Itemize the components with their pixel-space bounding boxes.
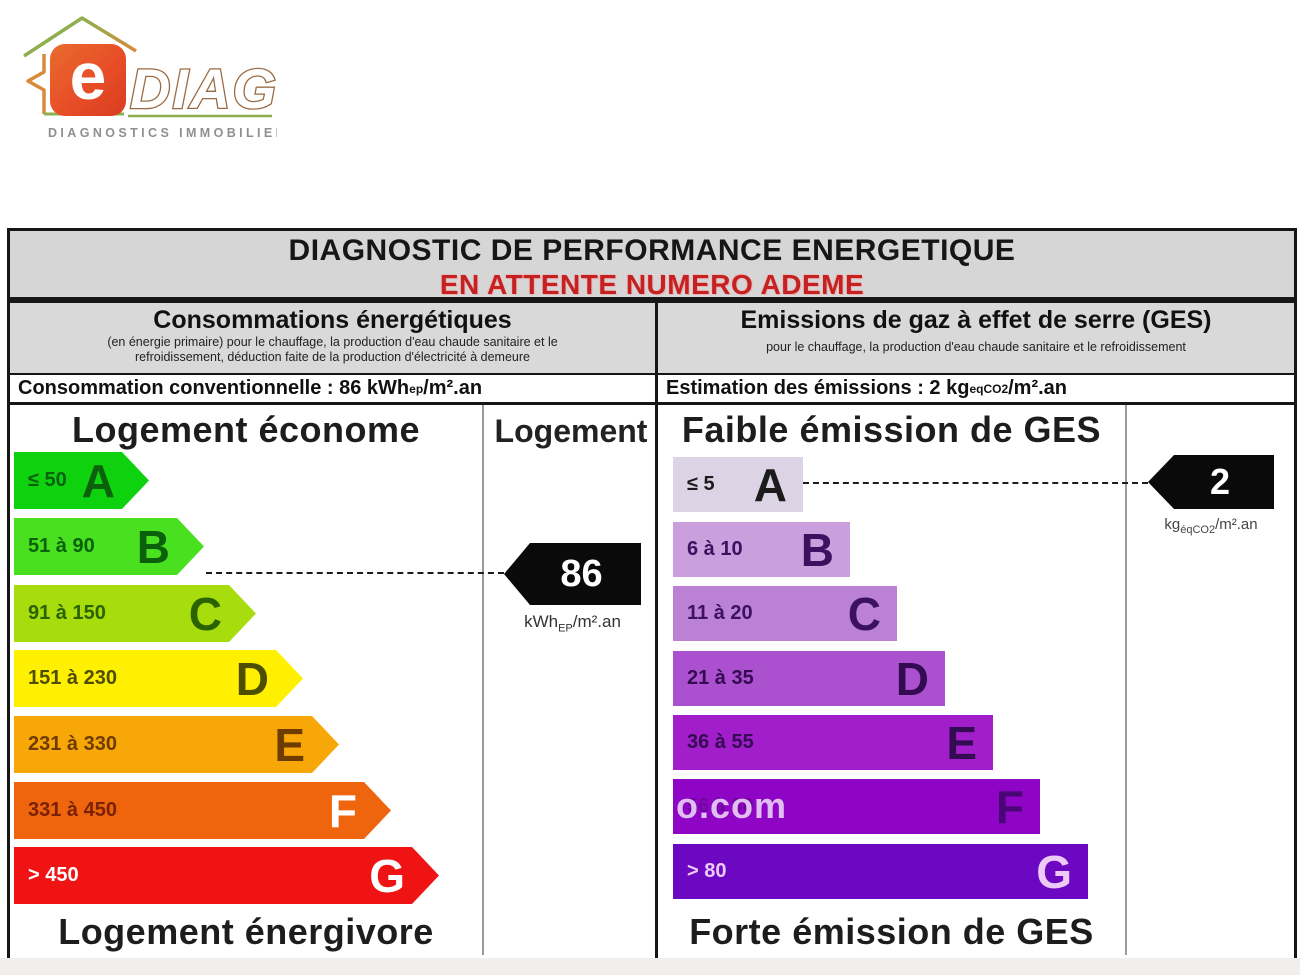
band-range: 51 à 90 [28, 535, 95, 557]
ges-top-label: Faible émission de GES [681, 409, 1102, 450]
energy-band-e: 231 à 330 E [14, 716, 339, 773]
band-letter: D [895, 652, 929, 705]
ges-chart: Faible émission de GES ≤ 5 A 6 à 10 B 11… [658, 405, 1294, 959]
unit-tail: /m².an [572, 612, 621, 631]
band-letter: G [1036, 845, 1072, 898]
ges-indicator-line [803, 482, 1148, 484]
unit-prefix: kg [1164, 516, 1181, 533]
consumption-unit-sub: ep [409, 381, 424, 396]
ges-estimation: Estimation des émissions : 2 kg eqCO2/m².… [658, 375, 1294, 405]
logo-e-letter: e [70, 39, 107, 113]
consumption-unit-tail: /m².an [423, 377, 483, 399]
energy-chart: Logement économe Logement ≤ 50 A 51 à 90… [10, 405, 655, 959]
ges-column-divider [1125, 405, 1127, 955]
energy-header: Consommations énergétiques (en énergie p… [10, 303, 655, 375]
ges-band-b: 6 à 10 B [673, 522, 850, 577]
band-range: 151 à 230 [28, 667, 117, 689]
energy-indicator-arrow: 86 [504, 543, 641, 605]
energy-indicator-unit: kWhEP/m².an [504, 612, 641, 634]
energy-band-a: ≤ 50 A [14, 452, 149, 509]
band-range: ≤ 5 [687, 473, 715, 495]
page-bottom-margin [0, 958, 1300, 975]
band-letter: E [946, 716, 977, 769]
band-letter: E [274, 718, 305, 771]
consumption-text: Consommation conventionnelle : 86 kWh [18, 377, 410, 399]
ges-band-c: 11 à 20 C [673, 586, 897, 641]
logo-house-wall-icon [26, 54, 46, 114]
ges-panel: Emissions de gaz à effet de serre (GES) … [658, 303, 1294, 959]
energy-band-f: 331 à 450 F [14, 782, 391, 839]
band-range: 56 à 80 [687, 795, 754, 817]
band-range: ≤ 50 [28, 469, 67, 491]
logo-house-roof-icon [23, 16, 137, 58]
energy-column-divider [482, 405, 484, 955]
energy-column-label: Logement [494, 413, 648, 449]
estimation-unit-tail: /m².an [1008, 377, 1068, 399]
energy-header-title: Consommations énergétiques [153, 306, 512, 334]
band-range: > 80 [687, 860, 727, 882]
band-letter: B [136, 520, 170, 573]
energy-band-d: 151 à 230 D [14, 650, 303, 707]
ges-band-a: ≤ 5 A [673, 457, 803, 512]
band-range: 11 à 20 [687, 602, 753, 624]
title-bar: DIAGNOSTIC DE PERFORMANCE ENERGETIQUE EN… [7, 228, 1297, 300]
ges-band-d: 21 à 35 D [673, 651, 945, 706]
band-range: 231 à 330 [28, 733, 117, 755]
energy-top-label: Logement économe [71, 409, 421, 450]
energy-bottom-label: Logement énergivore [58, 911, 434, 952]
energy-panel: Consommations énergétiques (en énergie p… [10, 303, 658, 959]
logo-tagline: DIAGNOSTICS IMMOBILIERS [48, 126, 277, 140]
logo-diag-text: DIAG [130, 57, 277, 120]
ges-header-subtitle: pour le chauffage, la production d'eau c… [766, 340, 1186, 354]
energy-band-c: 91 à 150 C [14, 585, 256, 642]
unit-tail: /m².an [1215, 516, 1258, 533]
band-letter: F [995, 780, 1024, 833]
ediag-logo: e DIAG DIAGNOSTICS IMMOBILIERS [23, 16, 277, 140]
band-range: 21 à 35 [687, 667, 754, 689]
band-range: 331 à 450 [28, 799, 117, 821]
ademe-pending-notice: EN ATTENTE NUMERO ADEME [439, 269, 865, 300]
estimation-text: Estimation des émissions : 2 kg [666, 377, 970, 399]
band-letter: C [188, 587, 222, 640]
band-range: 91 à 150 [28, 602, 106, 624]
dpe-panels: Consommations énergétiques (en énergie p… [7, 300, 1297, 962]
energy-header-subtitle-1: (en énergie primaire) pour le chauffage,… [107, 335, 558, 349]
ges-bottom-label: Forte émission de GES [689, 911, 1094, 952]
ges-band-f: 56 à 80 F [673, 779, 1040, 834]
band-letter: D [235, 652, 269, 705]
band-letter: A [753, 458, 787, 511]
band-letter: C [847, 587, 881, 640]
ges-indicator-arrow: 2 [1148, 455, 1274, 509]
unit-sub: éqCO2 [1180, 524, 1216, 536]
band-letter: A [81, 454, 115, 507]
energy-indicator-line [206, 572, 504, 574]
band-letter: F [328, 784, 357, 837]
watermark: o.com [676, 785, 788, 826]
ges-value: 2 [1209, 461, 1231, 502]
unit-prefix: kWh [524, 612, 559, 631]
energy-header-subtitle-2: refroidissement, déduction faite de la p… [135, 350, 530, 364]
ges-header: Emissions de gaz à effet de serre (GES) … [658, 303, 1294, 375]
band-range: > 450 [28, 864, 79, 886]
unit-sub: EP [558, 622, 573, 635]
ges-band-e: 36 à 55 E [673, 715, 993, 770]
estimation-unit-sub: eqCO2 [969, 381, 1009, 396]
energy-value: 86 [560, 552, 603, 595]
band-range: 6 à 10 [687, 538, 743, 560]
band-range: 36 à 55 [687, 731, 754, 753]
band-letter: G [369, 849, 405, 902]
ges-indicator-unit: kgéqCO2/m².an [1136, 516, 1286, 536]
ges-band-g: > 80 G [673, 844, 1088, 899]
energy-conventional-consumption: Consommation conventionnelle : 86 kWh ep /… [10, 375, 655, 405]
document-title: DIAGNOSTIC DE PERFORMANCE ENERGETIQUE [288, 234, 1016, 267]
band-letter: B [800, 523, 834, 576]
energy-band-g: > 450 G [14, 847, 439, 904]
ges-header-title: Emissions de gaz à effet de serre (GES) [740, 306, 1212, 334]
energy-band-b: 51 à 90 B [14, 518, 204, 575]
logo-e-box-icon [50, 44, 126, 116]
